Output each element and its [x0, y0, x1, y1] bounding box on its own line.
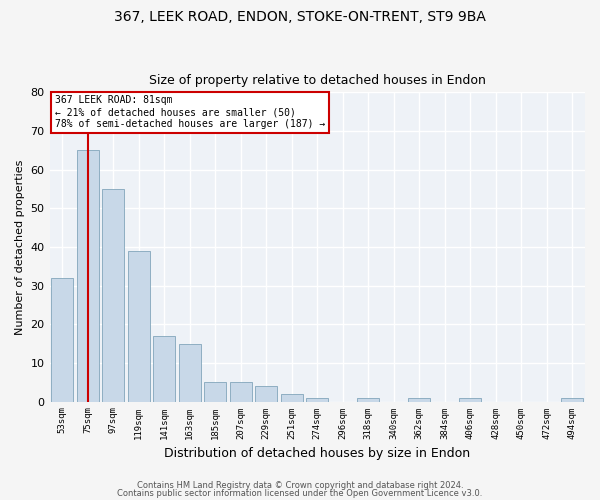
- Bar: [358, 398, 379, 402]
- Text: Contains HM Land Registry data © Crown copyright and database right 2024.: Contains HM Land Registry data © Crown c…: [137, 481, 463, 490]
- Bar: [103, 189, 124, 402]
- Bar: [230, 382, 251, 402]
- Text: Contains public sector information licensed under the Open Government Licence v3: Contains public sector information licen…: [118, 488, 482, 498]
- Bar: [154, 336, 175, 402]
- Bar: [77, 150, 98, 402]
- Bar: [52, 278, 73, 402]
- Title: Size of property relative to detached houses in Endon: Size of property relative to detached ho…: [149, 74, 486, 87]
- X-axis label: Distribution of detached houses by size in Endon: Distribution of detached houses by size …: [164, 447, 470, 460]
- Bar: [460, 398, 481, 402]
- Bar: [307, 398, 328, 402]
- Text: 367, LEEK ROAD, ENDON, STOKE-ON-TRENT, ST9 9BA: 367, LEEK ROAD, ENDON, STOKE-ON-TRENT, S…: [114, 10, 486, 24]
- Bar: [205, 382, 226, 402]
- Bar: [562, 398, 583, 402]
- Y-axis label: Number of detached properties: Number of detached properties: [15, 160, 25, 334]
- Bar: [256, 386, 277, 402]
- Text: 367 LEEK ROAD: 81sqm
← 21% of detached houses are smaller (50)
78% of semi-detac: 367 LEEK ROAD: 81sqm ← 21% of detached h…: [55, 96, 325, 128]
- Bar: [179, 344, 200, 402]
- Bar: [281, 394, 302, 402]
- Bar: [128, 251, 149, 402]
- Bar: [409, 398, 430, 402]
